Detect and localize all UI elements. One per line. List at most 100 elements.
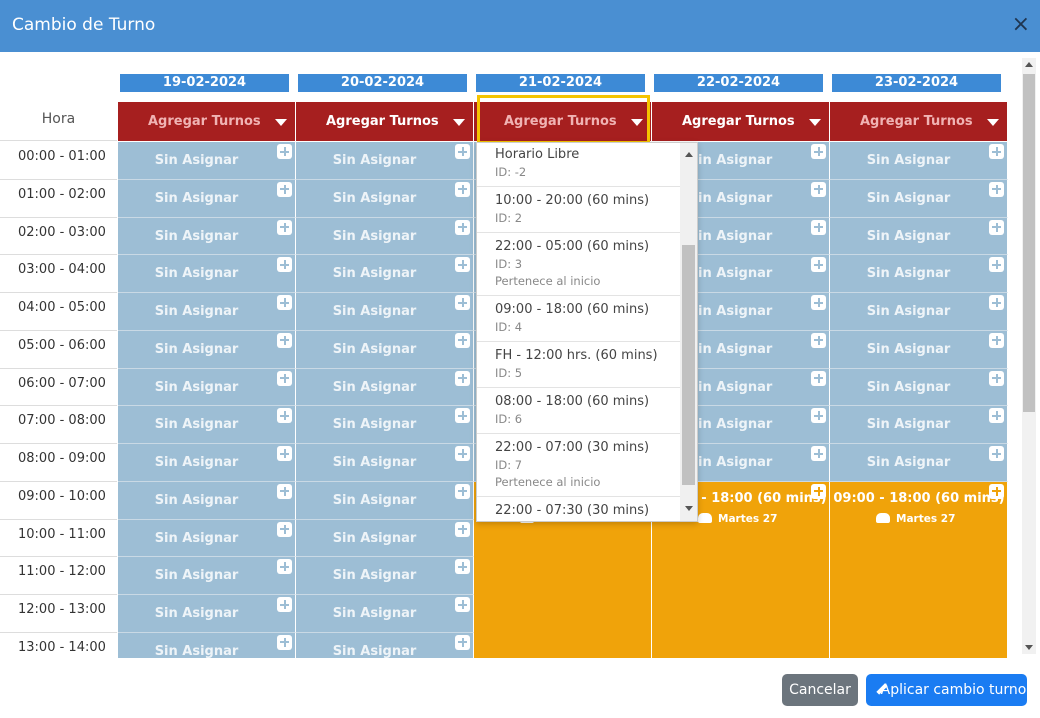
add-cell-button[interactable] [811, 219, 826, 235]
add-cell-button[interactable] [277, 521, 292, 537]
option-note: Pertenece al inicio [495, 475, 601, 489]
add-cell-button[interactable] [277, 181, 292, 197]
empty-cell: Sin Asignar [296, 557, 474, 595]
hour-label: 00:00 - 01:00 [0, 142, 117, 180]
dropdown-option[interactable]: 10:00 - 20:00 (60 mins) ID: 2 [477, 187, 681, 233]
add-cell-button[interactable] [455, 634, 470, 650]
dropdown-option[interactable]: 08:00 - 18:00 (60 mins) ID: 6 [477, 388, 681, 434]
add-cell-button[interactable] [455, 295, 470, 310]
add-cell-button[interactable] [455, 144, 470, 159]
option-id: ID: 7 [495, 458, 523, 472]
add-cell-button[interactable] [455, 483, 470, 499]
add-cell-button[interactable] [455, 370, 470, 386]
cancel-button[interactable]: Cancelar [782, 674, 858, 706]
option-id: ID: 8 [495, 520, 663, 521]
empty-cell: Sin Asignar [118, 557, 296, 595]
close-button[interactable]: × [1011, 12, 1030, 37]
add-cell-button[interactable] [989, 295, 1004, 310]
add-shift-button[interactable]: Agregar Turnos [474, 102, 651, 141]
add-cell-button[interactable] [455, 332, 470, 348]
add-shift-button[interactable]: Agregar Turnos [652, 102, 829, 141]
add-cell-button[interactable] [989, 257, 1004, 273]
add-shift-button[interactable]: Agregar Turnos [296, 102, 473, 141]
add-cell-button[interactable] [989, 219, 1004, 235]
add-cell-button[interactable] [277, 144, 292, 159]
add-cell-button[interactable] [277, 370, 292, 386]
dropdown-option[interactable]: 22:00 - 07:30 (30 mins)ID: 8Pertenece al… [477, 497, 681, 521]
add-cell-button[interactable] [811, 332, 826, 348]
dropdown-scroll-thumb[interactable] [682, 245, 695, 485]
add-cell-button[interactable] [989, 483, 1004, 499]
add-cell-button[interactable] [277, 332, 292, 348]
add-cell-button[interactable] [989, 332, 1004, 348]
add-cell-button[interactable] [455, 181, 470, 197]
scroll-up[interactable] [1025, 62, 1033, 67]
add-cell-button[interactable] [989, 408, 1004, 424]
option-id: ID: 2 [495, 211, 523, 225]
add-cell-button[interactable] [811, 181, 826, 197]
dropdown-option[interactable]: Horario Libre ID: -2 [477, 143, 681, 187]
empty-cell: Sin Asignar [118, 519, 296, 558]
add-cell-button[interactable] [455, 559, 470, 575]
add-cell-button[interactable] [277, 408, 292, 424]
shift-label: 09:00 - 18:00 (60 mins) [655, 490, 827, 506]
add-cell-button[interactable] [277, 219, 292, 235]
scroll-down[interactable] [1025, 645, 1033, 650]
add-cell-button[interactable] [455, 597, 470, 612]
assigned-shift: 09:00 - 18:00 (60 mins) Martes 27 [652, 481, 830, 658]
hour-label: 03:00 - 04:00 [0, 255, 117, 293]
page-scroll-thumb[interactable] [1023, 74, 1035, 412]
dropdown-option[interactable]: 22:00 - 05:00 (60 mins) ID: 3 Pertenece al… [477, 233, 681, 296]
empty-cell: Sin Asignar [118, 406, 296, 444]
empty-cell: Sin Asignar [830, 255, 1008, 293]
add-cell-button[interactable] [277, 483, 292, 499]
add-cell-button[interactable] [811, 295, 826, 310]
add-cell-button[interactable] [811, 257, 826, 273]
empty-cell: Sin Asignar [296, 444, 474, 482]
add-cell-button[interactable] [989, 144, 1004, 159]
add-cell-button[interactable] [455, 219, 470, 235]
dropdown-scroll-down[interactable] [685, 506, 693, 511]
add-cell-button[interactable] [811, 483, 826, 499]
shift-detail: Martes 27 [718, 512, 778, 525]
add-cell-button[interactable] [277, 597, 292, 612]
add-cell-button[interactable] [277, 446, 292, 461]
empty-cell: Sin Asignar [830, 142, 1008, 180]
empty-cell: Sin Asignar [296, 406, 474, 444]
add-cell-button[interactable] [277, 295, 292, 310]
add-cell-button[interactable] [811, 370, 826, 386]
add-cell-button[interactable] [277, 559, 292, 575]
add-cell-button[interactable] [989, 370, 1004, 386]
dropdown-option[interactable]: 09:00 - 18:00 (60 mins) ID: 4 [477, 296, 681, 342]
date-label: 23-02-2024 [832, 74, 1001, 92]
add-shift-button[interactable]: Agregar Turnos [830, 102, 1007, 141]
add-cell-button[interactable] [811, 408, 826, 424]
option-label: 22:00 - 05:00 (60 mins) [495, 239, 650, 254]
add-cell-button[interactable] [455, 521, 470, 537]
empty-cell: Sin Asignar [118, 632, 296, 658]
empty-cell: Sin Asignar [118, 330, 296, 369]
dropdown-option[interactable]: FH - 12:00 hrs. (60 mins) ID: 5 [477, 342, 681, 388]
dropdown-option[interactable]: 22:00 - 07:00 (30 mins) ID: 7 Pertenece al… [477, 434, 681, 497]
hour-label: 10:00 - 11:00 [0, 520, 117, 558]
add-cell-button[interactable] [989, 181, 1004, 197]
hour-label: 11:00 - 12:00 [0, 557, 117, 595]
apply-button[interactable]: Aplicar cambio turno [866, 674, 1027, 706]
add-cell-button[interactable] [277, 634, 292, 650]
empty-cell: Sin Asignar [296, 330, 474, 369]
add-cell-button[interactable] [455, 257, 470, 273]
dropdown-scroll-up[interactable] [685, 152, 693, 157]
add-cell-button[interactable] [455, 408, 470, 424]
option-label: 08:00 - 18:00 (60 mins) [495, 394, 650, 409]
add-cell-button[interactable] [277, 257, 292, 273]
add-cell-button[interactable] [455, 446, 470, 461]
assigned-shift: 09:00 - 18:00 (60 mins) Martes 27 [830, 481, 1008, 658]
option-id: ID: 6 [495, 412, 523, 426]
add-cell-button[interactable] [811, 446, 826, 461]
add-shift-button[interactable]: Agregar Turnos [118, 102, 295, 141]
add-cell-button[interactable] [811, 144, 826, 159]
add-cell-button[interactable] [989, 446, 1004, 461]
date-label: 20-02-2024 [298, 74, 467, 92]
empty-cell: Sin Asignar [118, 368, 296, 407]
option-id: ID: 5 [495, 366, 523, 380]
